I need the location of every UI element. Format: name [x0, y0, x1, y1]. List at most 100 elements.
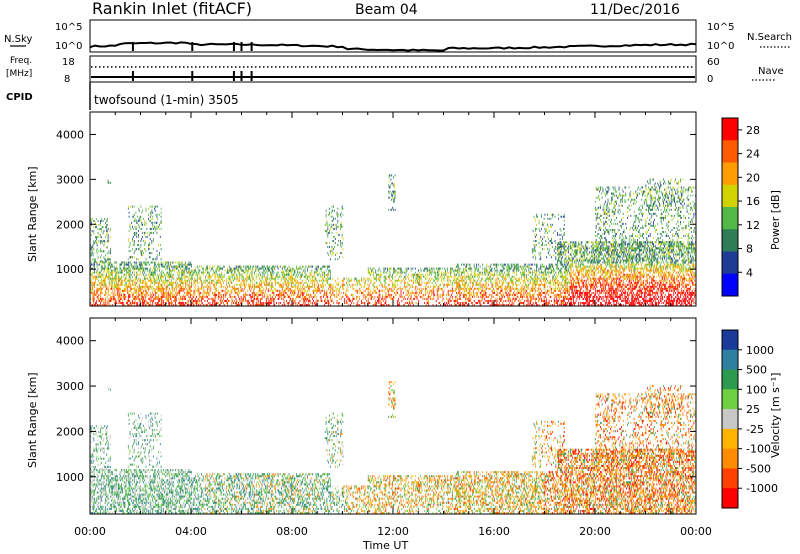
noise-sky-trace: [89, 41, 697, 52]
power-cell: [265, 291, 266, 294]
power-cell: [294, 271, 296, 274]
power-cell: [256, 273, 258, 276]
power-cell: [292, 285, 294, 288]
power-cell: [374, 277, 376, 280]
power-cell: [276, 273, 278, 276]
power-cell: [163, 304, 165, 307]
power-cell: [466, 302, 468, 305]
power-cell: [260, 285, 262, 288]
power-cell: [313, 271, 315, 274]
power-cell: [301, 281, 303, 284]
power-cell: [150, 297, 152, 300]
power-cell: [133, 287, 135, 290]
power-cell: [371, 271, 372, 274]
power-cell: [497, 273, 499, 276]
power-cell: [112, 277, 114, 280]
power-cell: [441, 287, 442, 290]
power-cell: [377, 295, 378, 298]
power-cell: [90, 252, 92, 255]
power-cell: [232, 277, 234, 280]
power-cell: [259, 293, 261, 296]
power-cell: [267, 302, 269, 305]
power-cell: [242, 275, 244, 278]
power-cell: [273, 299, 275, 302]
power-cell: [478, 273, 480, 276]
power-cell: [107, 277, 109, 280]
power-cell: [460, 297, 462, 300]
power-cell: [281, 267, 283, 270]
power-cell: [307, 289, 308, 292]
power-cell: [105, 279, 107, 282]
power-cell: [264, 275, 266, 278]
power-cell: [339, 256, 340, 259]
power-cell: [507, 273, 509, 276]
power-cell: [171, 285, 173, 288]
power-cell: [424, 302, 425, 305]
power-cell: [292, 273, 294, 276]
power-cell: [151, 281, 153, 284]
power-cell: [114, 297, 116, 300]
power-cell: [436, 289, 438, 292]
power-cell: [268, 289, 270, 292]
power-cell: [499, 291, 500, 294]
power-cell: [495, 273, 497, 276]
power-cell: [134, 277, 136, 280]
power-cell: [146, 267, 148, 270]
power-cell: [221, 302, 223, 305]
power-cell: [164, 293, 165, 296]
power-cell: [425, 273, 426, 276]
power-cell: [472, 275, 473, 278]
power-cell: [108, 277, 110, 280]
power-cell: [238, 271, 239, 274]
power-cell: [312, 285, 314, 288]
power-cell: [127, 263, 129, 266]
power-cell: [95, 302, 97, 305]
power-cell: [105, 222, 107, 225]
power-cell: [117, 283, 119, 286]
power-cell: [430, 279, 431, 282]
power-cell: [379, 283, 381, 286]
power-cell: [167, 271, 169, 274]
power-cell: [357, 279, 359, 282]
power-cell: [132, 271, 133, 274]
power-cell: [383, 269, 385, 272]
power-cell: [193, 299, 195, 302]
power-cell: [301, 273, 303, 276]
power-cell: [279, 289, 281, 292]
power-cell: [265, 279, 266, 282]
power-cell: [188, 277, 190, 280]
power-cell: [187, 285, 189, 288]
power-cell: [451, 267, 453, 270]
power-cell: [329, 287, 331, 290]
power-cell: [365, 281, 367, 284]
power-cell: [91, 291, 93, 294]
power-cell: [183, 281, 185, 284]
power-cell: [191, 269, 192, 272]
power-cell: [134, 297, 136, 300]
power-cell: [183, 271, 185, 274]
power-cell: [121, 275, 122, 278]
power-cell: [326, 289, 328, 292]
power-cell: [104, 265, 106, 268]
power-cell: [110, 297, 112, 300]
power-cell: [281, 271, 283, 274]
power-cell: [446, 285, 448, 288]
power-cell: [258, 275, 260, 278]
power-cell: [105, 291, 107, 294]
power-cell: [281, 297, 282, 300]
power-cell: [418, 269, 420, 272]
power-cell: [336, 299, 338, 302]
power-cell: [346, 283, 348, 286]
power-cell: [283, 304, 285, 307]
power-cell: [158, 277, 160, 280]
power-cell: [201, 302, 202, 305]
power-cell: [178, 277, 180, 280]
power-cell: [132, 287, 134, 290]
power-cell: [143, 221, 145, 224]
power-cell: [318, 289, 320, 292]
power-cell: [108, 273, 110, 276]
power-cell: [155, 277, 157, 280]
power-cell: [309, 265, 311, 268]
power-cell: [470, 287, 472, 290]
power-cell: [210, 275, 212, 278]
